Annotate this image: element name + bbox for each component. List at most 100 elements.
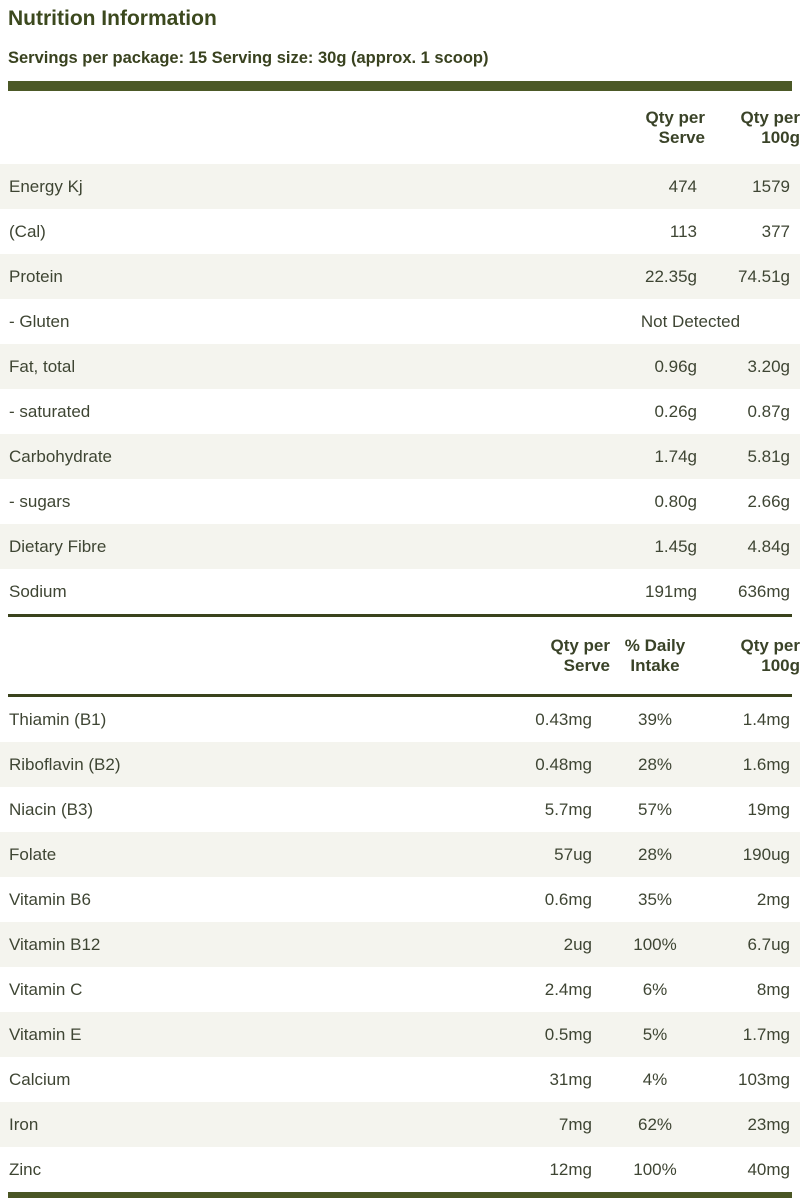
vitamin-table-header: Qty per Serve % Daily Intake Qty per 100… bbox=[0, 617, 800, 694]
nutrient-label: Riboflavin (B2) bbox=[9, 754, 121, 774]
qty-per-100g-value: 377 bbox=[761, 221, 790, 241]
nutrient-label: - saturated bbox=[9, 401, 91, 421]
qty-per-serve-value: 113 bbox=[669, 221, 697, 241]
daily-intake-value: 39% bbox=[637, 709, 673, 729]
nutrient-label: Thiamin (B1) bbox=[9, 709, 107, 729]
nutrient-label: - Gluten bbox=[9, 311, 70, 331]
nutrient-column-header bbox=[0, 91, 590, 164]
table-row: Calcium 31mg 4% 103mg bbox=[0, 1057, 800, 1102]
qty-per-serve-value: 57ug bbox=[554, 844, 592, 864]
qty-per-serve-value: 0.5mg bbox=[544, 1024, 592, 1044]
qty-per-serve-value: 0.26g bbox=[654, 401, 697, 421]
qty-per-100g-value: 4.84g bbox=[747, 536, 790, 556]
nutrient-label: Vitamin B6 bbox=[9, 889, 91, 909]
divider-bottom bbox=[8, 1192, 792, 1198]
daily-intake-value: 35% bbox=[637, 889, 673, 909]
qty-per-serve-value: 0.43mg bbox=[535, 709, 592, 729]
nutrient-label: Calcium bbox=[9, 1069, 71, 1089]
qty-per-100g-value: 6.7ug bbox=[747, 934, 790, 954]
qty-per-100g-value: 636mg bbox=[738, 581, 790, 601]
nutrient-label: Vitamin B12 bbox=[9, 934, 101, 954]
qty-per-serve-header: Qty per Serve bbox=[550, 636, 610, 675]
daily-intake-value: 100% bbox=[633, 934, 677, 954]
qty-per-100g-value: 1.4mg bbox=[742, 709, 790, 729]
qty-per-100g-value: 1.6mg bbox=[742, 754, 790, 774]
table-header-row: Qty per Serve % Daily Intake Qty per 100… bbox=[0, 617, 800, 694]
daily-intake-value: 100% bbox=[633, 1159, 677, 1179]
nutrient-label: Fat, total bbox=[9, 356, 76, 376]
qty-per-serve-value: 191mg bbox=[645, 581, 697, 601]
qty-per-100g-header: Qty per 100g bbox=[740, 636, 800, 675]
qty-per-serve-value: 5.7mg bbox=[544, 799, 592, 819]
qty-per-serve-value: 12mg bbox=[549, 1159, 592, 1179]
qty-per-serve-value: 2.4mg bbox=[544, 979, 592, 999]
servings-info: Servings per package: 15 Serving size: 3… bbox=[8, 49, 489, 67]
nutrient-label: Folate bbox=[9, 844, 57, 864]
nutrient-column-header bbox=[0, 617, 500, 694]
qty-per-serve-value: 2ug bbox=[563, 934, 592, 954]
divider-under-vitamin-header bbox=[8, 694, 792, 697]
nutrient-label: (Cal) bbox=[9, 221, 46, 241]
table-row: Vitamin B6 0.6mg 35% 2mg bbox=[0, 877, 800, 922]
table-row: Fat, total 0.96g 3.20g bbox=[0, 344, 800, 389]
qty-per-100g-value: 2.66g bbox=[747, 491, 790, 511]
table-row: Carbohydrate 1.74g 5.81g bbox=[0, 434, 800, 479]
table-row: Thiamin (B1) 0.43mg 39% 1.4mg bbox=[0, 697, 800, 742]
qty-per-serve-value: 474 bbox=[668, 176, 697, 196]
table-row: Energy Kj 474 1579 bbox=[0, 164, 800, 209]
qty-per-serve-value: 0.80g bbox=[654, 491, 697, 511]
table-row: Dietary Fibre 1.45g 4.84g bbox=[0, 524, 800, 569]
daily-intake-value: 5% bbox=[642, 1024, 668, 1044]
qty-per-100g-value: 1.7mg bbox=[742, 1024, 790, 1044]
qty-per-100g-value: 3.20g bbox=[747, 356, 790, 376]
qty-per-100g-value: 5.81g bbox=[747, 446, 790, 466]
page-title: Nutrition Information bbox=[8, 7, 217, 30]
nutrient-label: Vitamin C bbox=[9, 979, 83, 999]
qty-per-serve-value: 1.45g bbox=[654, 536, 697, 556]
merged-value: Not Detected bbox=[640, 311, 741, 331]
table-row: Sodium 191mg 636mg bbox=[0, 569, 800, 614]
table-row: Iron 7mg 62% 23mg bbox=[0, 1102, 800, 1147]
qty-per-100g-value: 2mg bbox=[756, 889, 790, 909]
vitamin-nutrition-table: Thiamin (B1) 0.43mg 39% 1.4mg Riboflavin (B2… bbox=[0, 697, 800, 1192]
table-row: Vitamin C 2.4mg 6% 8mg bbox=[0, 967, 800, 1012]
qty-per-serve-value: 0.6mg bbox=[544, 889, 592, 909]
qty-per-100g-value: 103mg bbox=[738, 1069, 790, 1089]
macro-nutrition-table: Qty per Serve Qty per 100g Energy Kj 474 1… bbox=[0, 91, 800, 614]
qty-per-100g-value: 0.87g bbox=[747, 401, 790, 421]
qty-per-100g-value: 8mg bbox=[756, 979, 790, 999]
qty-per-serve-value: 31mg bbox=[549, 1069, 592, 1089]
nutrient-label: Protein bbox=[9, 266, 63, 286]
table-row: - Gluten Not Detected bbox=[0, 299, 800, 344]
daily-intake-value: 28% bbox=[637, 754, 673, 774]
daily-intake-value: 4% bbox=[642, 1069, 668, 1089]
qty-per-100g-value: 1579 bbox=[752, 176, 790, 196]
nutrient-label: Carbohydrate bbox=[9, 446, 113, 466]
table-header-row: Qty per Serve Qty per 100g bbox=[0, 91, 800, 164]
table-row: Zinc 12mg 100% 40mg bbox=[0, 1147, 800, 1192]
table-row: Protein 22.35g 74.51g bbox=[0, 254, 800, 299]
nutrient-label: - sugars bbox=[9, 491, 71, 511]
qty-per-serve-value: 0.96g bbox=[654, 356, 697, 376]
qty-per-100g-value: 40mg bbox=[747, 1159, 790, 1179]
nutrient-label: Zinc bbox=[9, 1159, 42, 1179]
qty-per-serve-header: Qty per Serve bbox=[645, 108, 705, 147]
daily-intake-value: 57% bbox=[637, 799, 673, 819]
qty-per-100g-value: 74.51g bbox=[738, 266, 790, 286]
qty-per-100g-header: Qty per 100g bbox=[740, 108, 800, 147]
table-row: Vitamin E 0.5mg 5% 1.7mg bbox=[0, 1012, 800, 1057]
divider-top bbox=[8, 81, 792, 91]
table-row: - sugars 0.80g 2.66g bbox=[0, 479, 800, 524]
qty-per-serve-value: 0.48mg bbox=[535, 754, 592, 774]
nutrient-label: Energy Kj bbox=[9, 176, 83, 196]
qty-per-serve-value: 1.74g bbox=[654, 446, 697, 466]
qty-per-100g-value: 23mg bbox=[747, 1114, 790, 1134]
nutrient-label: Iron bbox=[9, 1114, 39, 1134]
daily-intake-value: 28% bbox=[637, 844, 673, 864]
qty-per-100g-value: 190ug bbox=[742, 844, 790, 864]
table-row: Vitamin B12 2ug 100% 6.7ug bbox=[0, 922, 800, 967]
daily-intake-value: 6% bbox=[642, 979, 668, 999]
nutrient-label: Niacin (B3) bbox=[9, 799, 94, 819]
qty-per-serve-value: 7mg bbox=[558, 1114, 592, 1134]
